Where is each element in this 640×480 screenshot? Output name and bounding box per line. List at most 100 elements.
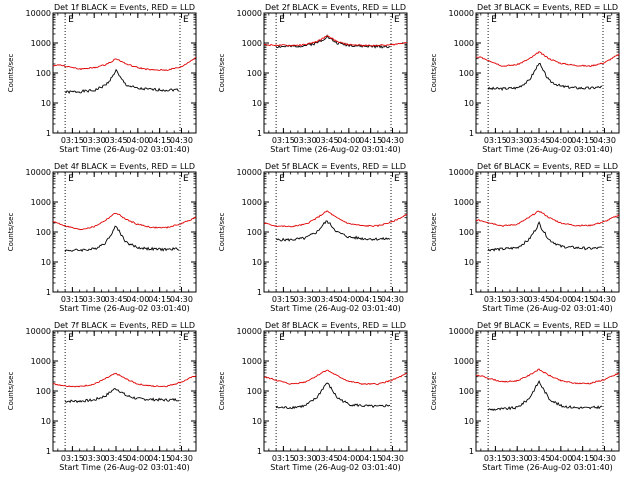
panel-title: Det 3f BLACK = Events, RED = LLD xyxy=(477,3,618,12)
x-tick-label: 03:15 xyxy=(272,295,295,304)
y-tick-label: 100 xyxy=(459,228,474,237)
x-tick-label: 04:15 xyxy=(359,295,382,304)
x-tick-label: 04:00 xyxy=(126,295,149,304)
y-tick-label: 100 xyxy=(247,69,262,78)
series-events xyxy=(275,220,391,242)
y-tick-label: 100 xyxy=(247,228,262,237)
panel-title: Det 9f BLACK = Events, RED = LLD xyxy=(477,321,618,330)
y-tick-label: 1 xyxy=(46,288,51,297)
x-tick-label: 03:15 xyxy=(61,295,84,304)
y-tick-label: 1 xyxy=(469,447,474,456)
y-tick-label: 10 xyxy=(252,417,262,426)
y-axis-label: Counts/sec xyxy=(7,372,15,411)
marker-label: E xyxy=(279,333,285,343)
panel-title: Det 4f BLACK = Events, RED = LLD xyxy=(54,162,195,171)
x-tick-label: 04:30 xyxy=(593,136,616,145)
y-tick-label: 10 xyxy=(41,258,51,267)
y-axis-label: Counts/sec xyxy=(430,213,438,252)
panel-title: Det 2f BLACK = Events, RED = LLD xyxy=(265,3,406,12)
x-tick-label: 04:00 xyxy=(126,136,149,145)
x-tick-label: 04:00 xyxy=(549,454,572,463)
x-tick-label: 03:15 xyxy=(484,295,507,304)
panel-4: Det 4f BLACK = Events, RED = LLD 1 10 100 10… xyxy=(7,162,197,313)
y-tick-label: 1000 xyxy=(31,39,51,48)
y-tick-label: 1 xyxy=(46,447,51,456)
x-tick-label: 04:00 xyxy=(549,136,572,145)
marker-label: E xyxy=(394,333,400,343)
y-tick-label: 1000 xyxy=(31,357,51,366)
x-tick-label: 03:30 xyxy=(506,136,529,145)
y-tick-label: 10 xyxy=(464,258,474,267)
x-tick-label: 03:45 xyxy=(315,295,338,304)
y-tick-label: 10000 xyxy=(237,168,262,177)
marker-label: E xyxy=(183,174,189,184)
panel-5: Det 5f BLACK = Events, RED = LLD 1 10 100 10… xyxy=(218,162,408,313)
y-tick-label: 1 xyxy=(469,129,474,138)
x-tick-label: 03:30 xyxy=(83,136,106,145)
x-tick-label: 04:30 xyxy=(381,295,404,304)
x-tick-label: 04:15 xyxy=(571,295,594,304)
x-tick-label: 04:15 xyxy=(148,136,171,145)
x-axis-label: Start Time (26-Aug-02 03:01:40) xyxy=(482,145,613,154)
marker-label: E xyxy=(279,174,285,184)
y-tick-label: 10000 xyxy=(26,168,51,177)
x-axis-label: Start Time (26-Aug-02 03:01:40) xyxy=(482,463,613,472)
y-tick-label: 1 xyxy=(257,447,262,456)
series-lld xyxy=(475,51,620,67)
marker-label: E xyxy=(606,333,612,343)
x-tick-label: 03:15 xyxy=(484,454,507,463)
y-tick-label: 100 xyxy=(459,69,474,78)
series-events xyxy=(64,68,180,94)
x-tick-label: 04:15 xyxy=(571,136,594,145)
y-axis-label: Counts/sec xyxy=(218,372,226,411)
y-tick-label: 10000 xyxy=(26,9,51,18)
y-tick-label: 10000 xyxy=(449,168,474,177)
y-tick-label: 100 xyxy=(247,387,262,396)
y-tick-label: 10 xyxy=(252,258,262,267)
y-tick-label: 10000 xyxy=(449,9,474,18)
plot-frame xyxy=(52,330,197,452)
y-tick-label: 10 xyxy=(41,99,51,108)
plot-frame xyxy=(475,330,620,452)
series-lld xyxy=(263,210,408,228)
x-tick-label: 04:30 xyxy=(170,454,193,463)
x-tick-label: 04:00 xyxy=(126,454,149,463)
x-tick-label: 04:15 xyxy=(571,454,594,463)
plot-frame xyxy=(263,171,408,293)
y-tick-label: 10 xyxy=(464,99,474,108)
y-axis-label: Counts/sec xyxy=(430,372,438,411)
x-tick-label: 03:30 xyxy=(506,454,529,463)
x-tick-label: 04:30 xyxy=(593,295,616,304)
x-tick-label: 03:15 xyxy=(61,136,84,145)
x-tick-label: 03:30 xyxy=(83,295,106,304)
y-tick-label: 100 xyxy=(459,387,474,396)
plot-frame xyxy=(263,12,408,134)
series-events xyxy=(64,388,180,404)
x-axis-label: Start Time (26-Aug-02 03:01:40) xyxy=(270,304,401,313)
series-lld xyxy=(475,368,620,385)
y-axis-label: Counts/sec xyxy=(7,213,15,252)
x-tick-label: 03:30 xyxy=(294,136,317,145)
marker-label: E xyxy=(279,15,285,25)
marker-label: E xyxy=(68,333,74,343)
x-tick-label: 03:45 xyxy=(104,295,127,304)
panel-7: Det 7f BLACK = Events, RED = LLD 1 10 100 10… xyxy=(7,321,197,472)
x-tick-label: 03:45 xyxy=(104,454,127,463)
marker-label: E xyxy=(68,174,74,184)
plot-frame xyxy=(52,171,197,293)
x-tick-label: 03:15 xyxy=(272,454,295,463)
marker-label: E xyxy=(68,15,74,25)
y-tick-label: 1000 xyxy=(242,357,262,366)
y-tick-label: 1 xyxy=(469,288,474,297)
x-tick-label: 04:30 xyxy=(170,295,193,304)
marker-label: E xyxy=(183,15,189,25)
series-lld xyxy=(52,212,197,231)
x-tick-label: 03:45 xyxy=(527,136,550,145)
series-lld xyxy=(52,372,197,388)
plot-frame xyxy=(475,171,620,293)
y-tick-label: 10000 xyxy=(449,327,474,336)
y-tick-label: 10 xyxy=(464,417,474,426)
x-tick-label: 04:15 xyxy=(359,454,382,463)
x-axis-label: Start Time (26-Aug-02 03:01:40) xyxy=(270,145,401,154)
y-tick-label: 10000 xyxy=(26,327,51,336)
